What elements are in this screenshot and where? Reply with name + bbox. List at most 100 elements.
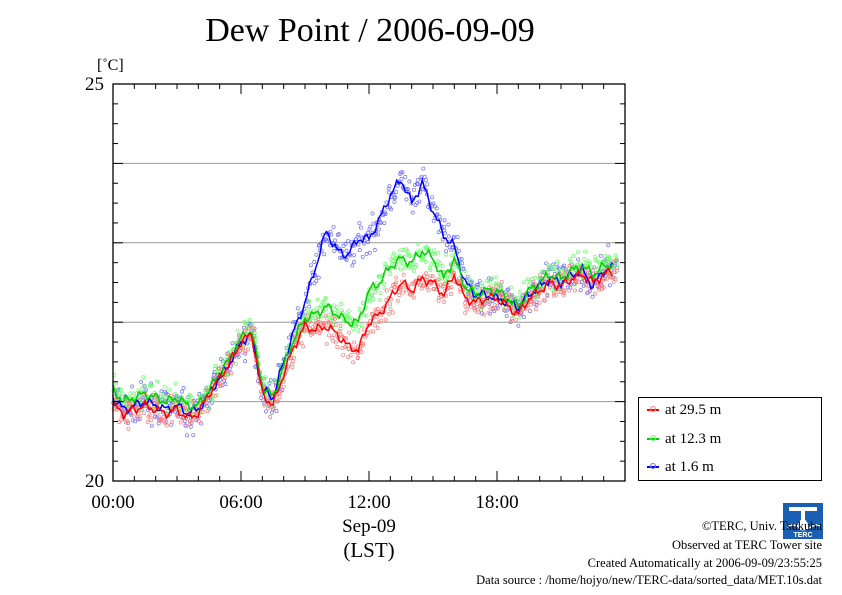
scatter-point — [119, 388, 124, 393]
scatter-point — [139, 379, 144, 384]
scatter-point — [418, 281, 423, 286]
scatter-point — [576, 250, 581, 255]
scatter-point — [581, 283, 586, 288]
scatter-point — [383, 317, 388, 322]
scatter-point — [190, 417, 195, 422]
scatter-point — [167, 387, 172, 392]
scatter-point — [405, 187, 410, 192]
scatter-point — [613, 277, 618, 282]
scatter-point — [395, 264, 400, 269]
scatter-point — [314, 306, 319, 311]
scatter-point — [410, 210, 415, 215]
scatter-point — [344, 258, 349, 262]
scatter-point — [607, 283, 612, 288]
scatter-point — [401, 272, 406, 277]
scatter-point — [468, 304, 473, 309]
scatter-point — [432, 287, 437, 291]
scatter-point — [357, 307, 362, 311]
scatter-point — [275, 399, 280, 404]
scatter-point — [480, 281, 485, 285]
scatter-point — [554, 292, 559, 297]
series-line — [112, 248, 613, 411]
x-axis-sublabel: (LST) — [343, 538, 394, 562]
scatter-point — [388, 272, 393, 277]
scatter-point — [118, 417, 123, 422]
x-axis-label: Sep-09 — [342, 516, 396, 537]
scatter-point — [469, 279, 474, 284]
scatter-point — [554, 282, 559, 287]
scatter-point — [407, 179, 412, 184]
scatter-point — [141, 395, 146, 400]
scatter-point — [246, 326, 251, 331]
scatter-point — [470, 295, 475, 300]
scatter-point — [410, 262, 415, 267]
scatter-point — [192, 399, 196, 404]
scatter-point — [247, 317, 252, 322]
scatter-point — [314, 278, 319, 283]
scatter-point — [562, 268, 567, 273]
scatter-point — [490, 306, 495, 310]
scatter-point — [204, 400, 209, 405]
scatter-point — [277, 395, 282, 400]
terc-logo-icon: TERC — [783, 503, 823, 539]
scatter-point — [379, 318, 384, 323]
scatter-point — [295, 306, 300, 311]
scatter-point — [438, 295, 443, 299]
scatter-point — [469, 280, 474, 285]
scatter-point — [413, 203, 418, 208]
scatter-point — [488, 306, 493, 311]
legend-swatch — [647, 435, 659, 441]
scatter-point — [371, 297, 376, 302]
scatter-point — [425, 275, 430, 280]
scatter-point — [251, 328, 256, 333]
scatter-point — [476, 282, 481, 287]
scatter-point — [430, 274, 435, 279]
scatter-point — [130, 384, 135, 389]
scatter-point — [541, 270, 546, 275]
legend-marker — [650, 435, 656, 441]
scatter-point — [477, 286, 482, 291]
scatter-point — [528, 309, 532, 314]
scatter-point — [431, 248, 436, 253]
scatter-point — [331, 224, 336, 229]
scatter-point — [128, 391, 133, 396]
scatter-point — [529, 299, 534, 304]
scatter-point — [347, 330, 352, 335]
scatter-point — [335, 232, 340, 237]
scatter-point — [355, 234, 360, 239]
scatter-point — [384, 200, 389, 205]
scatter-point — [356, 324, 361, 329]
scatter-point — [395, 298, 400, 303]
scatter-point — [344, 343, 349, 348]
scatter-point — [606, 243, 611, 248]
scatter-point — [253, 335, 258, 340]
scatter-point — [521, 280, 526, 285]
scatter-point — [149, 418, 154, 423]
scatter-point — [446, 222, 451, 227]
scatter-point — [578, 288, 583, 293]
scatter-point — [200, 392, 205, 397]
scatter-point — [305, 299, 310, 304]
scatter-point — [235, 328, 240, 333]
scatter-point — [430, 251, 435, 256]
scatter-point — [583, 282, 588, 287]
scatter-point — [243, 349, 248, 354]
scatter-point — [382, 286, 387, 291]
scatter-point — [393, 256, 398, 261]
scatter-point — [494, 307, 499, 312]
scatter-point — [330, 316, 335, 320]
scatter-point — [369, 311, 374, 316]
scatter-point — [323, 307, 328, 312]
scatter-point — [333, 308, 337, 313]
scatter-point — [336, 232, 341, 236]
scatter-point — [522, 315, 527, 319]
scatter-point — [437, 214, 442, 219]
scatter-point — [411, 295, 416, 300]
scatter-point — [555, 259, 560, 264]
scatter-point — [390, 258, 395, 263]
scatter-point — [387, 184, 392, 189]
scatter-point — [371, 329, 376, 334]
scatter-point — [414, 262, 419, 267]
scatter-point — [305, 306, 310, 311]
scatter-point — [568, 259, 573, 264]
